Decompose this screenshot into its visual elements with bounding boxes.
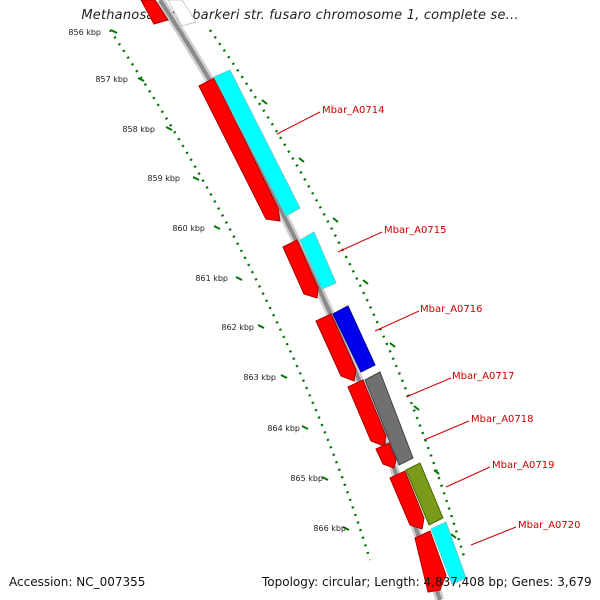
ruler-tick — [213, 225, 221, 230]
outer-ruler-ticks — [261, 99, 457, 539]
dotted-ruler — [108, 29, 372, 561]
gene-label-mbar-a0720: Mbar_A0720 — [518, 520, 581, 531]
genome-summary: Topology: circular; Length: 4,837,408 bp… — [262, 575, 592, 589]
cog-feature — [405, 462, 444, 526]
cog-feature — [167, 0, 197, 27]
label-leaders — [276, 111, 517, 546]
ruler-label: 861 kbp — [195, 274, 228, 283]
ruler-tick — [110, 29, 118, 34]
ruler-label: 856 kbp — [68, 28, 101, 37]
cog-feature — [299, 231, 337, 290]
ruler-dots — [108, 29, 372, 561]
ruler-tick — [257, 324, 265, 329]
ruler-tick — [280, 374, 288, 379]
ruler-tick — [137, 77, 145, 82]
ruler-tick — [235, 276, 243, 281]
outer-ruler-tick — [332, 217, 339, 223]
gene-label-mbar-a0719: Mbar_A0719 — [492, 460, 555, 471]
ruler-tick — [342, 526, 350, 531]
ruler-label: 857 kbp — [95, 75, 128, 84]
leader-line — [470, 526, 517, 546]
cog-feature — [364, 371, 414, 466]
cog-feature — [213, 69, 301, 217]
ruler-label: 860 kbp — [172, 224, 205, 233]
ruler-tick — [192, 176, 200, 181]
ruler-ticks — [110, 29, 350, 531]
leader-line — [374, 310, 420, 332]
outer-ruler-tick — [450, 533, 457, 539]
cds-feature — [389, 470, 425, 530]
outer-ruler-tick — [261, 99, 268, 105]
gene-labels[interactable]: Mbar_A0714 Mbar_A0715 Mbar_A0716 Mbar_A0… — [322, 105, 581, 531]
ruler-label: 866 kbp — [313, 524, 346, 533]
cds-feature — [198, 77, 281, 222]
outer-ruler-tick — [362, 279, 369, 285]
cog-feature — [430, 521, 467, 585]
cds-feature — [315, 313, 357, 382]
ruler-tick — [301, 425, 309, 430]
leader-line — [337, 231, 383, 253]
ruler-label: 858 kbp — [122, 125, 155, 134]
cds-feature — [282, 239, 319, 299]
accession-text: Accession: NC_007355 — [9, 575, 146, 589]
ruler-tick — [165, 126, 173, 131]
ruler-tick — [321, 476, 329, 481]
gene-label-mbar-a0718: Mbar_A0718 — [471, 414, 534, 425]
outer-ruler-tick — [433, 469, 440, 475]
outer-ruler-tick — [413, 405, 420, 411]
ruler-label: 859 kbp — [147, 174, 180, 183]
gene-label-mbar-a0716: Mbar_A0716 — [420, 304, 483, 315]
outer-ruler-tick — [389, 342, 396, 348]
leader-line — [405, 377, 452, 398]
leader-line — [276, 111, 321, 135]
outer-ruler-tick — [298, 157, 305, 163]
ruler-label: 865 kbp — [290, 474, 323, 483]
cog-feature — [332, 305, 376, 373]
ruler-label: 862 kbp — [221, 323, 254, 332]
ruler-label: 863 kbp — [243, 373, 276, 382]
gene-features[interactable] — [140, 0, 467, 593]
cds-feature — [140, 0, 169, 25]
cds-feature — [414, 530, 447, 593]
leader-line — [445, 466, 491, 488]
gene-label-mbar-a0717: Mbar_A0717 — [452, 371, 515, 382]
ruler-label: 864 kbp — [267, 424, 300, 433]
gene-label-mbar-a0714: Mbar_A0714 — [322, 105, 385, 116]
cds-feature — [375, 442, 397, 469]
leader-line — [423, 420, 470, 441]
gene-label-mbar-a0715: Mbar_A0715 — [384, 225, 447, 236]
ruler-labels: 856 kbp 857 kbp 858 kbp 859 kbp 860 kbp … — [68, 28, 346, 533]
cds-feature — [347, 379, 387, 447]
